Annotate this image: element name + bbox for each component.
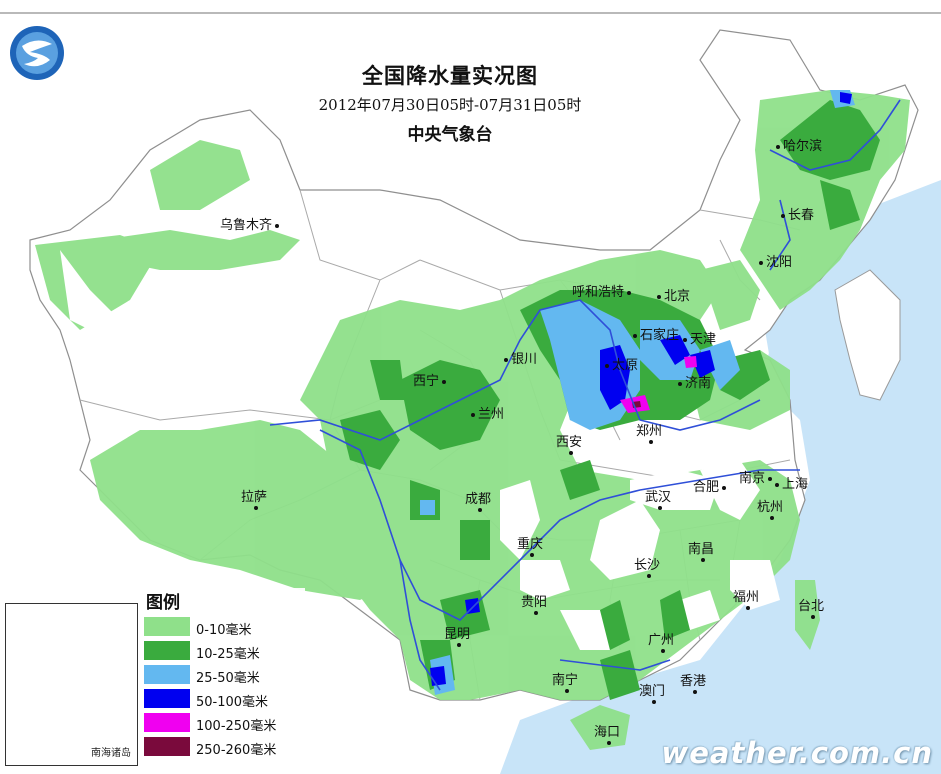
cma-logo: [10, 26, 64, 80]
city-taiyuan: 太原: [604, 358, 639, 373]
map-date-range: 2012年07月30日05时-07月31日05时: [318, 96, 582, 114]
city-lanzhou: 兰州: [470, 407, 505, 422]
city-wuhan: 武汉: [645, 490, 672, 510]
city-zhengzhou: 郑州: [636, 424, 663, 444]
legend-item: 250-260毫米: [144, 736, 304, 758]
legend-swatch: [144, 641, 190, 660]
city-guangzhou: 广州: [648, 633, 675, 653]
legend-swatch: [144, 665, 190, 684]
city-beijing: 北京: [656, 289, 691, 304]
precip-0-10: [35, 90, 910, 750]
legend-label: 250-260毫米: [196, 743, 277, 758]
legend-label: 50-100毫米: [196, 695, 269, 710]
legend-swatch: [144, 689, 190, 708]
city-hefei: 合肥: [693, 480, 727, 495]
top-rule: [0, 12, 941, 14]
city-kunming: 昆明: [444, 627, 471, 647]
map-title: 全国降水量实况图: [362, 64, 538, 88]
city-chongqing: 重庆: [517, 537, 544, 557]
city-nanjing: 南京: [739, 471, 773, 486]
city-harbin: 哈尔滨: [775, 139, 823, 154]
city-shanghai: 上海: [774, 477, 809, 492]
rivers: [269, 99, 901, 691]
map-title-block: 全国降水量实况图 2012年07月30日05时-07月31日05时 中央气象台: [270, 60, 630, 145]
city-haikou: 海口: [594, 725, 621, 745]
legend-label: 10-25毫米: [196, 647, 260, 662]
city-shijiazhuang: 石家庄: [632, 328, 680, 343]
precip-50-100: [430, 92, 852, 686]
legend-swatch: [144, 617, 190, 636]
city-jinan: 济南: [677, 376, 712, 391]
legend-title: 图例: [146, 593, 180, 613]
city-shenyang: 沈阳: [758, 255, 793, 270]
city-fuzhou: 福州: [733, 590, 760, 610]
city-xian: 西安: [556, 435, 583, 455]
legend-item: 25-50毫米: [144, 664, 304, 686]
legend-swatch: [144, 713, 190, 732]
legend-label: 0-10毫米: [196, 623, 252, 638]
watermark: weather.com.cn: [661, 736, 933, 770]
legend-item: 0-10毫米: [144, 616, 304, 638]
holes: [500, 460, 780, 650]
city-tianjin: 天津: [682, 332, 717, 347]
legend-item: 50-100毫米: [144, 688, 304, 710]
legend-item: 100-250毫米: [144, 712, 304, 734]
city-chengdu: 成都: [465, 492, 492, 512]
city-macau: 澳门: [639, 684, 666, 704]
south-china-sea-inset: 南海诸岛: [5, 603, 138, 766]
inset-label: 南海诸岛: [91, 748, 131, 759]
legend-item: 10-25毫米: [144, 640, 304, 662]
city-nanchang: 南昌: [688, 542, 715, 562]
city-urumqi: 乌鲁木齐: [220, 218, 280, 233]
city-changchun: 长春: [780, 208, 815, 223]
city-changsha: 长沙: [634, 558, 661, 578]
city-hangzhou: 杭州: [757, 500, 784, 520]
city-lhasa: 拉萨: [241, 490, 268, 510]
city-taipei: 台北: [798, 599, 825, 619]
legend-swatch: [144, 737, 190, 756]
korea-land: [834, 269, 901, 401]
legend: 图例 0-10毫米 10-25毫米 25-50毫米 50-100毫米 100-250毫米…: [140, 588, 305, 768]
legend-label: 25-50毫米: [196, 671, 260, 686]
legend-label: 100-250毫米: [196, 719, 277, 734]
city-xining: 西宁: [413, 374, 447, 389]
city-nanning: 南宁: [552, 673, 579, 693]
city-hohhot: 呼和浩特: [572, 285, 632, 300]
city-guiyang: 贵阳: [521, 595, 548, 615]
city-yinchuan: 银川: [503, 352, 538, 367]
city-hongkong: 香港: [680, 674, 707, 694]
map-organization: 中央气象台: [407, 125, 493, 145]
